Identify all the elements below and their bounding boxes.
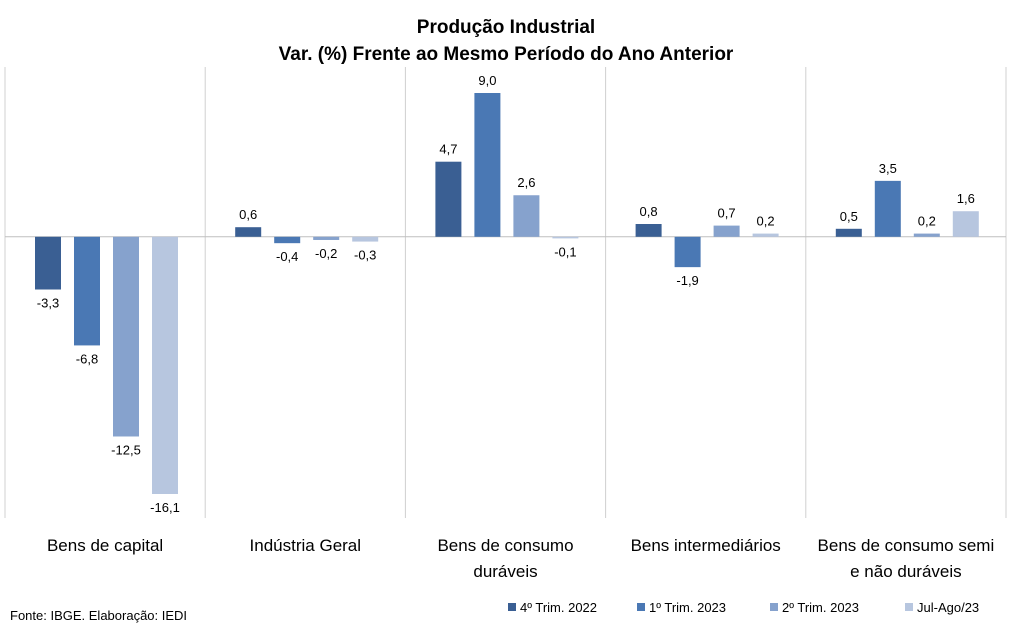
data-label: 4,7	[439, 142, 457, 157]
data-label: 0,2	[757, 214, 775, 229]
data-label: 0,6	[239, 207, 257, 222]
bar	[113, 236, 139, 437]
bar	[874, 180, 901, 237]
legend-label: Jul-Ago/23	[917, 600, 979, 615]
legend-swatch	[905, 603, 913, 611]
data-label: -0,2	[315, 246, 337, 261]
data-label: -16,1	[150, 500, 180, 515]
bar	[352, 236, 379, 242]
category-label: Indústria Geral	[250, 536, 362, 555]
chart-title-line-1: Produção Industrial	[417, 17, 595, 38]
data-label: 0,8	[640, 204, 658, 219]
data-label: 3,5	[879, 161, 897, 176]
legend-swatch	[637, 603, 645, 611]
bar	[235, 227, 262, 237]
data-labels: -3,3 -6,8 -12,5 -16,1 0,6 -0,4 -0,2 -0,3 4,7 9,0 2…	[37, 73, 975, 515]
bar	[752, 233, 779, 237]
data-label: 1,6	[957, 191, 975, 206]
data-label: 2,6	[517, 175, 535, 190]
category-label: Bens de consumo semi	[818, 536, 995, 555]
bar	[274, 236, 301, 244]
legend-item: Jul-Ago/23	[905, 600, 979, 615]
legend-label: 4º Trim. 2022	[520, 600, 597, 615]
bar	[74, 236, 100, 346]
data-label: 0,7	[718, 206, 736, 221]
bar	[835, 228, 862, 237]
bar	[913, 233, 940, 237]
legend-swatch	[508, 603, 516, 611]
bar	[513, 195, 540, 237]
legend-swatch	[770, 603, 778, 611]
bar	[952, 211, 979, 237]
bar	[152, 236, 178, 495]
bars	[35, 93, 979, 495]
legend-label: 2º Trim. 2023	[782, 600, 859, 615]
data-label: -3,3	[37, 296, 59, 311]
chart-title-line-2: Var. (%) Frente ao Mesmo Período do Ano …	[279, 44, 734, 65]
data-label: -6,8	[76, 351, 98, 366]
category-label: Bens de capital	[47, 536, 163, 555]
source-note: Fonte: IBGE. Elaboração: IEDI	[10, 608, 187, 623]
data-label: -1,9	[676, 273, 698, 288]
bar	[313, 236, 340, 240]
legend-item: 2º Trim. 2023	[770, 600, 859, 615]
bar	[35, 236, 61, 290]
category-label: e não duráveis	[850, 562, 962, 581]
bar	[552, 236, 579, 239]
chart-title: Produção Industrial Var. (%) Frente ao Me…	[279, 17, 734, 65]
data-label: -0,3	[354, 248, 376, 263]
category-label: Bens intermediários	[631, 536, 781, 555]
bar	[474, 93, 501, 237]
category-label: duráveis	[473, 562, 537, 581]
data-label: 9,0	[478, 73, 496, 88]
data-label: -0,1	[554, 244, 576, 259]
bar	[674, 236, 701, 268]
data-label: 0,2	[918, 214, 936, 229]
legend-item: 1º Trim. 2023	[637, 600, 726, 615]
bar	[435, 161, 462, 237]
bar	[713, 225, 740, 237]
category-axis-labels: Bens de capital Indústria Geral Bens de co…	[47, 536, 994, 581]
legend: 4º Trim. 2022 1º Trim. 2023 2º Trim. 2023 J…	[508, 600, 979, 615]
category-label: Bens de consumo	[437, 536, 573, 555]
data-label: -12,5	[111, 442, 141, 457]
legend-label: 1º Trim. 2023	[649, 600, 726, 615]
data-label: 0,5	[840, 209, 858, 224]
legend-item: 4º Trim. 2022	[508, 600, 597, 615]
data-label: -0,4	[276, 249, 298, 264]
bar	[635, 224, 662, 237]
